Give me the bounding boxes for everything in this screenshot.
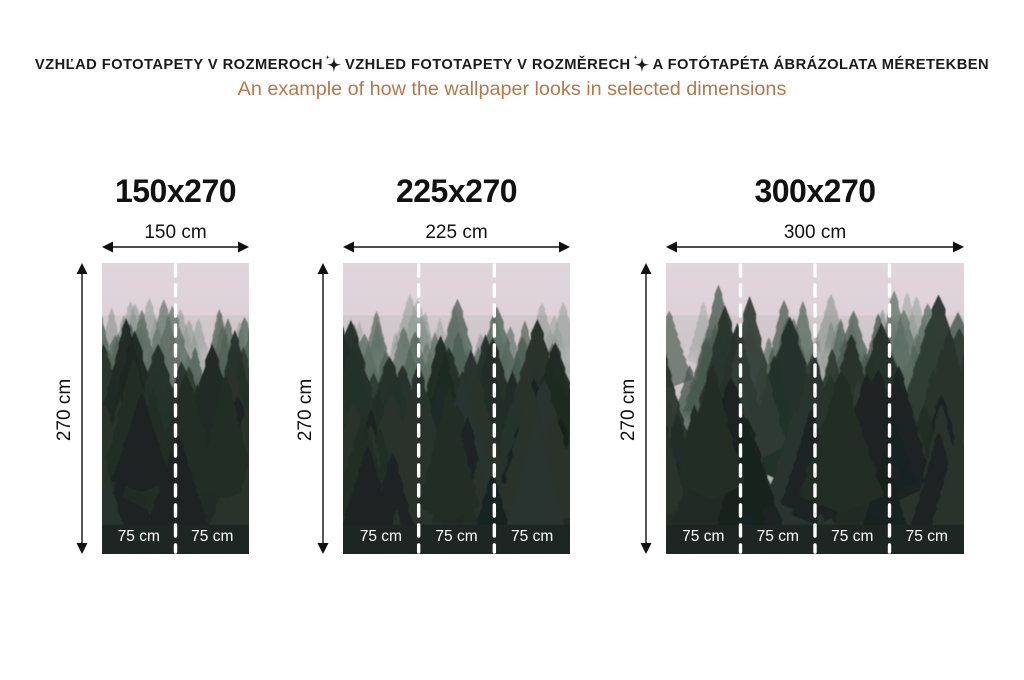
svg-text:75 cm: 75 cm (511, 528, 553, 545)
svg-text:75 cm: 75 cm (191, 528, 233, 545)
svg-text:75 cm: 75 cm (831, 528, 873, 545)
svg-text:75 cm: 75 cm (757, 528, 799, 545)
svg-text:75 cm: 75 cm (906, 528, 948, 545)
svg-text:75 cm: 75 cm (435, 528, 477, 545)
svg-text:75 cm: 75 cm (360, 528, 402, 545)
svg-text:75 cm: 75 cm (682, 528, 724, 545)
svg-text:75 cm: 75 cm (118, 528, 160, 545)
